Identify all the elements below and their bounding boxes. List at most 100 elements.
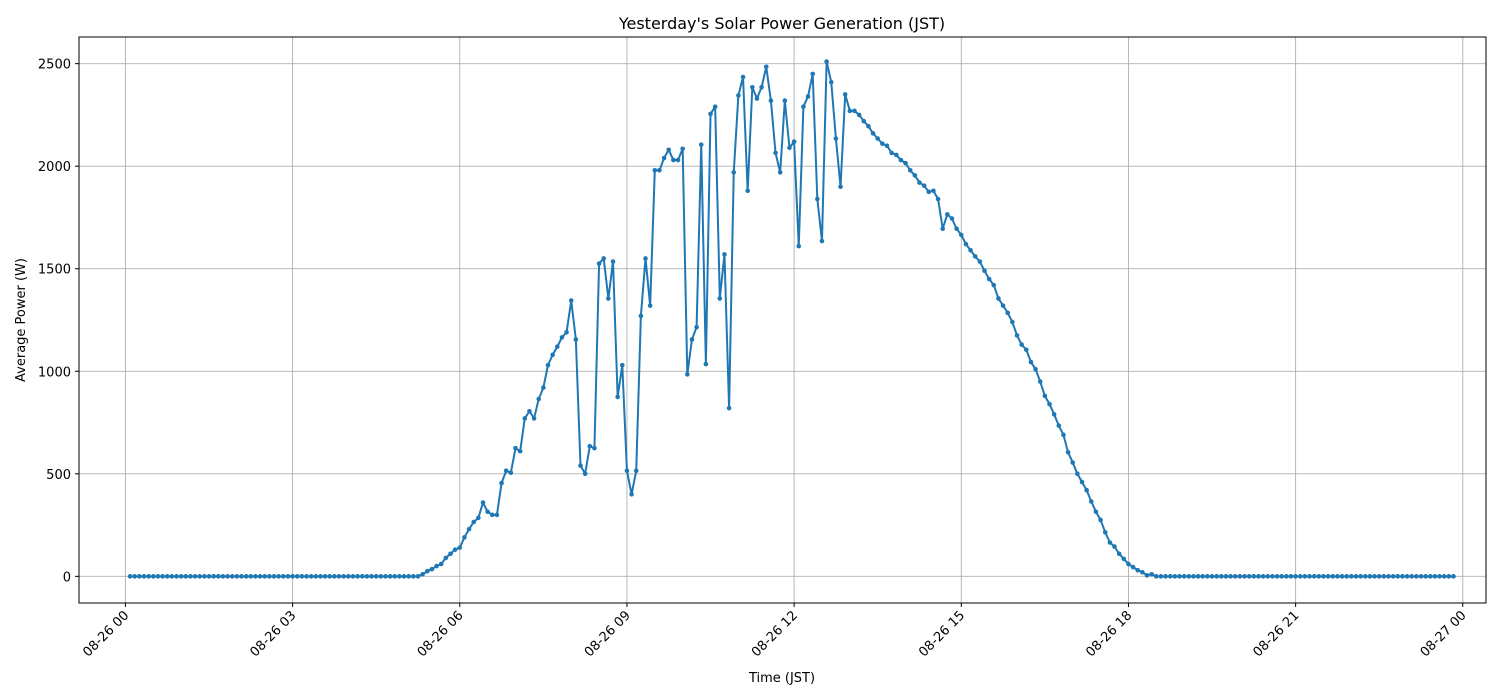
data-point [615,394,620,400]
data-point [420,571,425,577]
data-point [1307,574,1312,579]
data-point [661,155,667,161]
data-point [1047,401,1052,407]
data-point [406,574,411,579]
data-point [476,515,481,521]
data-point [202,574,207,579]
data-point [815,196,820,202]
data-point [1042,393,1048,399]
data-point [373,574,379,579]
data-point [178,574,184,579]
data-point [1427,574,1433,579]
data-point [211,574,216,579]
data-point [462,535,467,540]
data-point [949,216,955,221]
data-point [424,568,430,574]
x-tick-label: 08-26 09 [582,608,634,660]
data-point [350,574,356,579]
data-point [369,574,374,579]
data-point [438,561,444,567]
data-point [1065,449,1071,455]
data-point [267,574,272,579]
x-tick-label: 08-26 21 [1251,608,1303,660]
data-point [522,416,528,421]
data-point [852,108,857,114]
data-point [485,509,490,515]
data-point [787,145,792,151]
x-tick-label: 08-27 00 [1418,608,1470,660]
data-point [554,344,560,349]
data-point [1186,574,1192,579]
data-point [137,574,142,579]
data-point [1214,574,1219,579]
data-point [1344,574,1349,579]
data-point [898,157,904,163]
y-tick-label: 2500 [38,58,71,73]
data-point [958,232,964,238]
data-point [308,574,314,579]
data-point [759,84,764,90]
data-point [712,104,718,110]
x-tick-label: 08-26 12 [749,608,801,660]
data-point [392,574,398,579]
data-point [1232,574,1238,579]
data-point [383,574,388,579]
data-point [1205,574,1210,579]
data-point [1349,574,1354,579]
data-point [285,574,291,579]
data-point [151,574,156,579]
data-point [1372,574,1377,579]
data-point [578,463,583,468]
data-point [601,256,607,261]
data-point [1135,567,1141,573]
data-point [689,337,695,342]
data-point [313,574,319,579]
data-point [1219,574,1224,579]
data-point [1140,569,1145,575]
data-point [1400,574,1405,579]
data-point [861,118,867,124]
data-point [1316,574,1322,579]
data-point [443,555,449,561]
data-point [397,574,402,579]
x-tick-label: 08-26 00 [80,608,132,660]
data-point [731,170,737,175]
data-point [1451,574,1456,579]
data-point [726,405,732,411]
data-point [968,247,973,253]
data-point [499,480,504,486]
data-point [146,574,151,579]
data-point [945,212,950,217]
data-point [977,259,983,264]
plot-frame [78,36,1487,604]
data-point [434,563,439,569]
data-point [160,574,165,579]
y-tick-label: 500 [46,468,71,483]
data-point [824,59,829,64]
data-point [1325,574,1331,579]
data-point [1121,556,1127,562]
data-point [582,471,588,477]
data-point [1390,574,1396,579]
data-point [638,313,644,319]
data-point [722,252,727,257]
data-point [842,92,848,97]
data-point [346,574,351,579]
data-point [828,79,834,85]
data-point [1441,574,1447,579]
data-point [847,108,853,114]
data-point [290,574,295,579]
y-tick-label: 2000 [38,160,71,175]
data-point [1000,303,1006,308]
data-point [248,574,254,579]
data-point [169,574,175,579]
data-point [986,276,992,282]
data-point [1265,574,1271,579]
data-point [1353,574,1359,579]
data-point [671,157,676,163]
data-point [141,574,147,579]
data-point [188,574,193,579]
data-point [782,98,788,103]
data-point [1293,574,1298,579]
data-point [791,139,797,144]
